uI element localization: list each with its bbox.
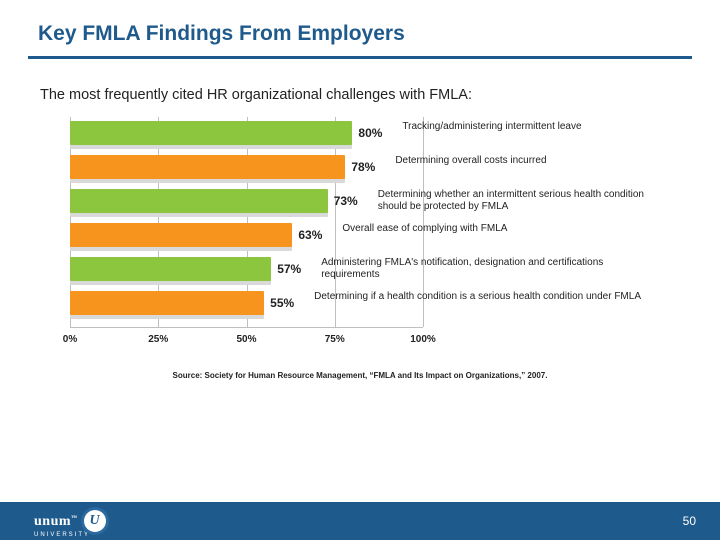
bar-value-label: 80% [352, 121, 382, 145]
axis-tick-label: 0% [63, 334, 77, 345]
chart-plot: 80% Tracking/administering intermittent l… [70, 117, 670, 327]
brand-subtext: UNIVERSITY [34, 532, 90, 538]
bar-value-label: 63% [292, 223, 322, 247]
bar-chart: 80% Tracking/administering intermittent l… [70, 117, 670, 357]
bar-row: 57% Administering FMLA's notification, de… [70, 257, 670, 281]
bar-row: 55% Determining if a health condition is … [70, 291, 670, 315]
bar-row: 63% Overall ease of complying with FMLA [70, 223, 670, 247]
bar-rect [70, 223, 292, 247]
page-number: 50 [683, 514, 696, 528]
axis-tick-label: 25% [148, 334, 168, 345]
bar-row: 73% Determining whether an intermittent s… [70, 189, 670, 213]
bar-category-label: Determining overall costs incurred [389, 155, 655, 167]
chart-x-axis: 0%25%50%75%100% [70, 327, 423, 357]
bar-rect [70, 257, 271, 281]
bar-category-label: Administering FMLA's notification, desig… [315, 257, 655, 281]
bar-rect [70, 291, 264, 315]
bar-category-label: Tracking/administering intermittent leav… [396, 121, 655, 133]
bar-rect [70, 189, 328, 213]
slide-title: Key FMLA Findings From Employers [0, 0, 720, 56]
axis-tick-label: 50% [236, 334, 256, 345]
axis-tick-label: 75% [325, 334, 345, 345]
bar-category-label: Determining whether an intermittent seri… [372, 189, 655, 213]
bar-rect [70, 155, 345, 179]
axis-tick-label: 100% [410, 334, 436, 345]
source-citation: Source: Society for Human Resource Manag… [0, 371, 720, 380]
bar-value-label: 73% [328, 189, 358, 213]
brand-word: unum™ [34, 514, 78, 529]
bar-value-label: 78% [345, 155, 375, 179]
brand-logo: unum™ UNIVERSITY U [34, 510, 106, 532]
bar-rect [70, 121, 352, 145]
bar-value-label: 57% [271, 257, 301, 281]
bar-row: 80% Tracking/administering intermittent l… [70, 121, 670, 145]
brand-badge-icon: U [84, 510, 106, 532]
footer-bar: unum™ UNIVERSITY U 50 [0, 502, 720, 540]
bar-value-label: 55% [264, 291, 294, 315]
slide-subtitle: The most frequently cited HR organizatio… [0, 59, 720, 117]
bar-category-label: Overall ease of complying with FMLA [336, 223, 655, 235]
bar-row: 78% Determining overall costs incurred [70, 155, 670, 179]
bar-category-label: Determining if a health condition is a s… [308, 291, 655, 303]
